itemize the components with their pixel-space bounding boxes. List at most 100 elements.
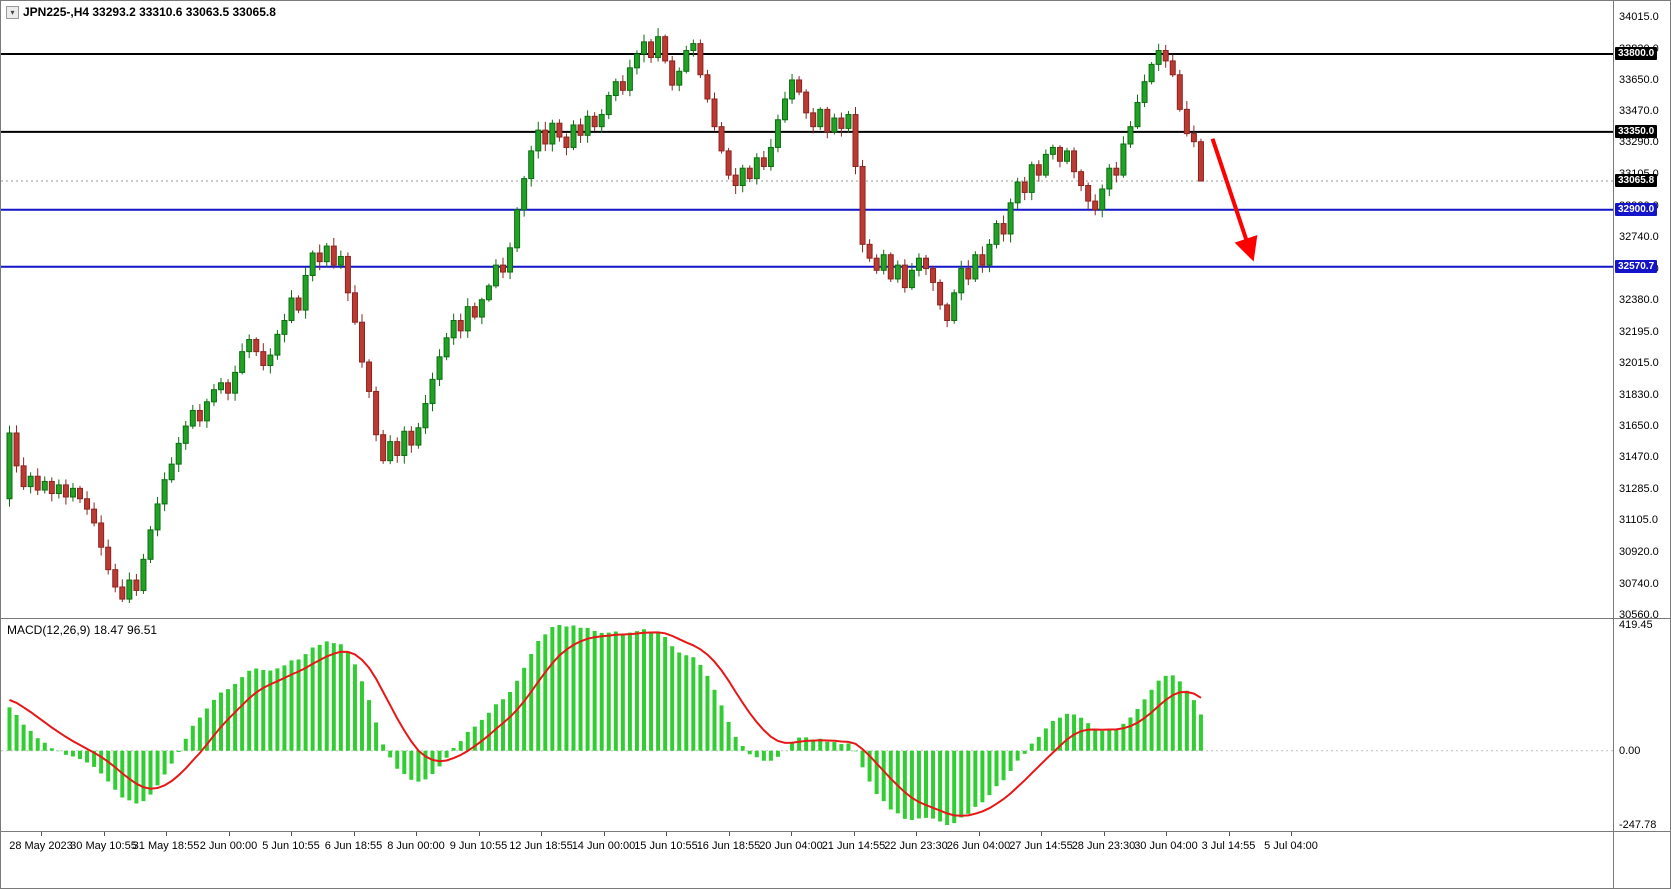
candle-body — [915, 257, 922, 271]
price-level-badge[interactable]: 33350.0 — [1615, 124, 1658, 138]
price-axis-label: 33470.0 — [1619, 105, 1659, 118]
price-axis-label: 30560.0 — [1619, 608, 1659, 621]
time-axis-label: 12 Jun 18:55 — [509, 840, 573, 852]
candle-body — [1141, 81, 1148, 103]
candle-body — [253, 339, 260, 353]
candle-body — [309, 252, 316, 276]
candle-body — [810, 112, 817, 128]
candle-body — [535, 129, 542, 152]
candle-body — [1085, 185, 1092, 202]
time-axis-label: 8 Jun 00:00 — [387, 840, 445, 852]
candle-body — [450, 319, 457, 339]
candle-body — [633, 53, 640, 69]
candle-body — [986, 243, 993, 266]
panel-divider-bottom[interactable] — [1, 831, 1670, 832]
time-axis-tick — [791, 832, 792, 836]
candle-body — [1000, 223, 1007, 235]
candle-body — [831, 117, 838, 133]
candle-body — [880, 254, 887, 271]
time-axis-tick — [916, 832, 917, 836]
time-axis-label: 5 Jul 04:00 — [1264, 840, 1318, 852]
trend-arrow[interactable] — [1210, 138, 1258, 262]
macd-canvas[interactable] — [1, 619, 1614, 831]
candle-body — [1127, 126, 1134, 145]
candle-body — [746, 167, 753, 180]
price-axis-label: 32195.0 — [1619, 325, 1659, 338]
candle-body — [225, 382, 232, 394]
time-axis-label: 27 Jun 14:55 — [1009, 840, 1073, 852]
time-axis-tick — [1103, 832, 1105, 836]
candle-body — [521, 178, 528, 211]
price-axis-label: 31285.0 — [1619, 483, 1659, 496]
candle-body — [27, 475, 34, 488]
symbol-dropdown-icon[interactable]: ▾ — [6, 5, 19, 19]
candlestick-chart-canvas[interactable] — [1, 1, 1614, 618]
price-level-badge[interactable]: 32570.7 — [1615, 259, 1658, 273]
price-axis-label: 30920.0 — [1619, 546, 1659, 559]
candle-body — [845, 114, 852, 129]
candle-body — [683, 50, 690, 72]
candle-body — [69, 487, 76, 498]
time-axis-label: 15 Jun 10:55 — [634, 840, 698, 852]
time-axis-tick — [1291, 832, 1292, 836]
price-axis[interactable]: 34015.033830.033650.033470.033290.033105… — [1613, 1, 1670, 888]
candle-body — [1064, 150, 1070, 162]
candle-body — [1056, 146, 1063, 162]
time-axis-tick — [291, 832, 292, 836]
candle-body — [1176, 74, 1183, 110]
time-axis-label: 5 Jun 10:55 — [262, 840, 320, 852]
price-axis-label: 31650.0 — [1619, 420, 1659, 433]
time-axis-tick — [41, 832, 42, 836]
indicator-label: MACD(12,26,9) 18.47 96.51 — [7, 623, 158, 637]
time-axis-label: 21 Jun 14:55 — [821, 840, 886, 852]
candle-body — [351, 292, 358, 323]
candle-body — [662, 36, 669, 62]
candle-body — [168, 463, 175, 481]
price-level-badge[interactable]: 33065.8 — [1615, 174, 1658, 188]
time-axis[interactable]: 28 May 2023 30 May 10:55 31 May 18:55 2 Jun… — [1, 832, 1615, 888]
candle-body — [13, 432, 20, 467]
candle-body — [267, 354, 274, 366]
candle-body — [140, 558, 147, 591]
candle-body — [119, 586, 126, 600]
candle-body — [500, 264, 506, 273]
candle-body — [330, 245, 337, 266]
candle-body — [323, 245, 330, 263]
candle-body — [274, 333, 281, 356]
candle-body — [415, 427, 422, 446]
candle-body — [133, 579, 140, 591]
candle-body — [739, 167, 746, 187]
candle-body — [1021, 181, 1028, 193]
price-axis-label: 32740.0 — [1619, 231, 1659, 244]
panel-divider[interactable] — [1, 618, 1670, 619]
candle-body — [612, 81, 619, 97]
candle-body — [471, 306, 478, 318]
candle-body — [866, 243, 873, 259]
time-axis-tick — [1166, 832, 1167, 836]
candle-body — [55, 484, 62, 495]
candle-body — [344, 255, 351, 294]
candle-body — [859, 165, 866, 245]
candle-body — [1162, 50, 1169, 62]
time-axis-tick — [228, 832, 230, 836]
candle-body — [359, 321, 365, 363]
price-level-badge[interactable]: 32900.0 — [1615, 202, 1658, 216]
candle-body — [126, 579, 133, 600]
price-level-badge[interactable]: 33800.0 — [1615, 46, 1658, 60]
candle-body — [605, 95, 612, 116]
candle-body — [84, 498, 91, 510]
candle-body — [563, 136, 570, 148]
time-axis-label: 20 Jun 04:00 — [759, 840, 823, 852]
candle-body — [782, 98, 788, 121]
candle-body — [295, 297, 302, 311]
candle-body — [1042, 153, 1049, 176]
price-axis-label: 33650.0 — [1619, 73, 1659, 86]
candle-body — [408, 430, 415, 446]
symbol-ohlc-title: JPN225-,H4 33293.2 33310.6 33063.5 33065… — [23, 5, 276, 19]
candle-body — [1155, 50, 1162, 65]
candle-body — [930, 268, 937, 283]
chart-header: ▾ JPN225-,H4 33293.2 33310.6 33063.5 330… — [6, 5, 276, 19]
candle-body — [908, 269, 915, 289]
price-axis-label: 32015.0 — [1619, 356, 1659, 369]
candle-body — [591, 115, 598, 128]
